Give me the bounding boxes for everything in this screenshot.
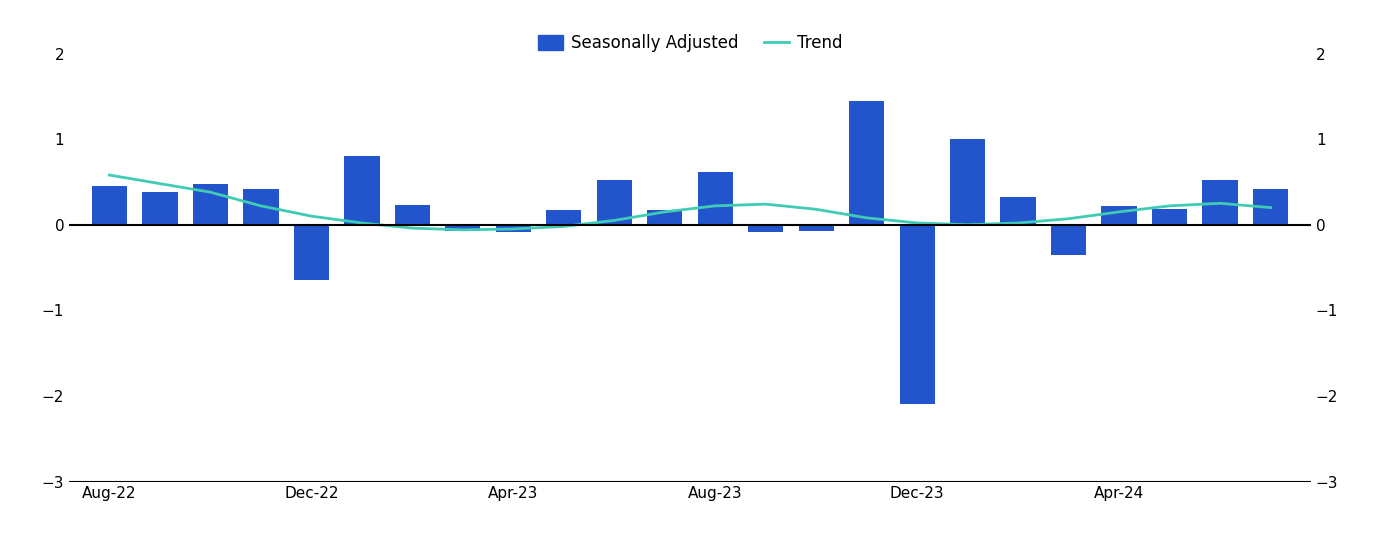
Bar	[647, 210, 683, 225]
Bar	[1152, 209, 1187, 225]
Bar	[949, 139, 985, 225]
Bar	[748, 225, 784, 232]
Bar	[294, 225, 328, 280]
Legend: Seasonally Adjusted, Trend: Seasonally Adjusted, Trend	[531, 28, 849, 59]
Bar	[1101, 206, 1137, 225]
Bar	[446, 225, 480, 231]
Bar	[799, 225, 834, 231]
Bar	[193, 184, 228, 225]
Bar	[395, 205, 431, 225]
Bar	[91, 186, 127, 225]
Bar	[142, 192, 178, 225]
Bar	[1253, 189, 1289, 225]
Bar	[243, 189, 279, 225]
Bar	[344, 156, 380, 225]
Bar	[1052, 225, 1086, 255]
Bar	[697, 172, 733, 225]
Bar	[849, 101, 885, 225]
Bar	[495, 225, 531, 232]
Bar	[596, 180, 632, 225]
Bar	[1000, 197, 1036, 225]
Bar	[1202, 180, 1238, 225]
Bar	[546, 210, 581, 225]
Bar	[900, 225, 934, 404]
